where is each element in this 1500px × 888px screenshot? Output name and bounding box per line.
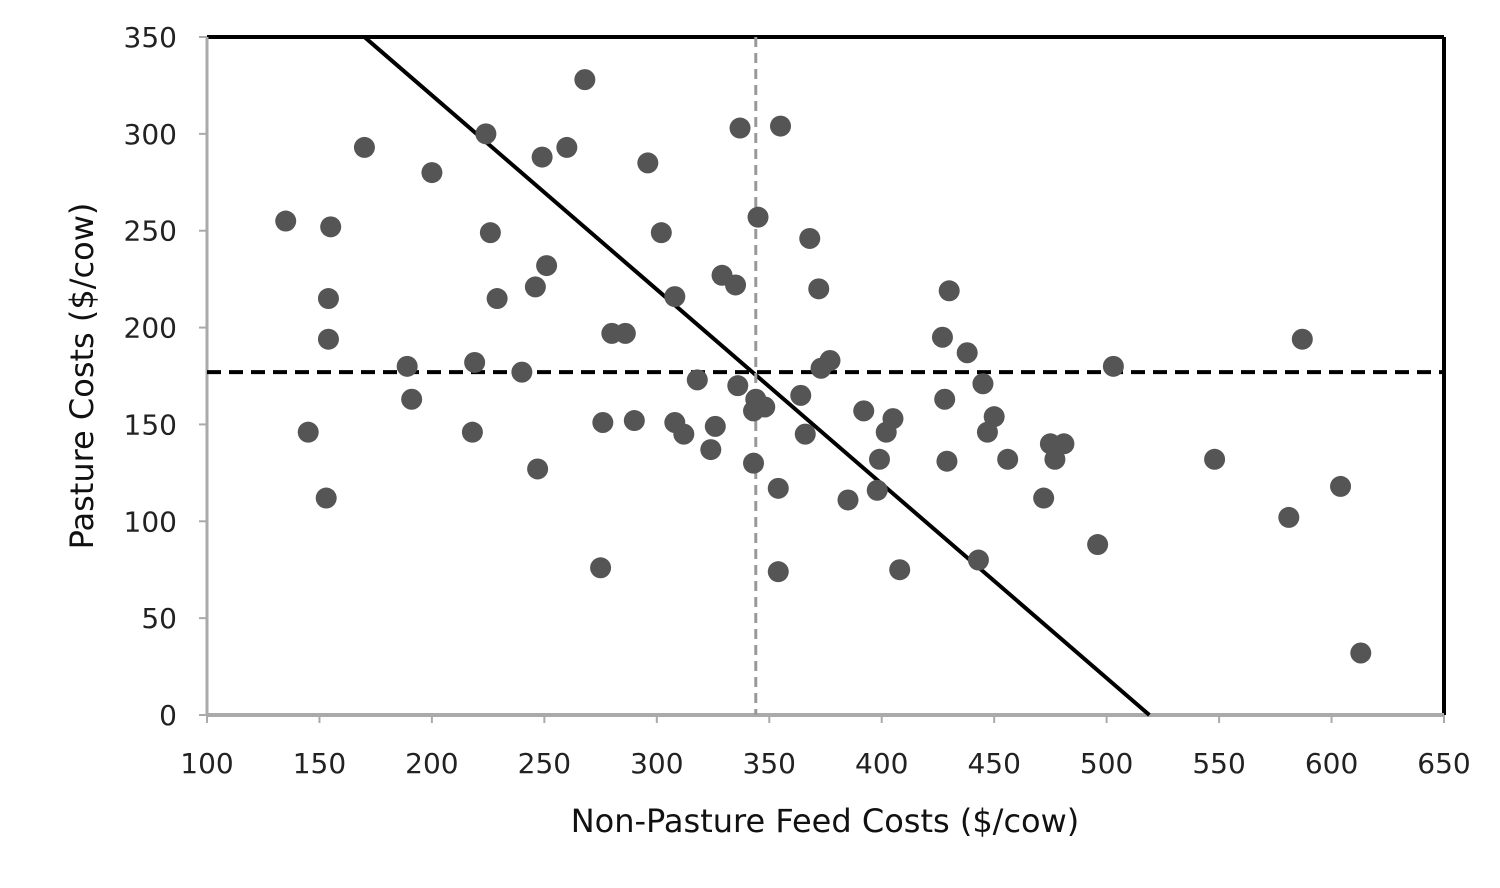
data-point <box>1087 534 1109 556</box>
data-point <box>686 369 708 391</box>
data-point <box>983 406 1005 428</box>
data-point <box>853 400 875 422</box>
x-tick-label: 350 <box>743 747 796 780</box>
data-point <box>868 448 890 470</box>
data-point <box>664 286 686 308</box>
x-tick-label: 250 <box>518 747 571 780</box>
data-point <box>461 421 483 443</box>
y-tick-label: 250 <box>124 215 177 248</box>
x-tick-label: 400 <box>855 747 908 780</box>
data-point <box>353 136 375 158</box>
x-tick-label: 600 <box>1305 747 1358 780</box>
x-tick-label: 150 <box>293 747 346 780</box>
data-point <box>799 227 821 249</box>
data-point <box>704 415 726 437</box>
x-axis-title: Non-Pasture Feed Costs ($/cow) <box>571 802 1080 840</box>
data-point <box>808 278 830 300</box>
plot-frame <box>205 35 1446 717</box>
y-axis-ticks: 0 50 100 150 200 250 300 350 <box>124 21 207 732</box>
x-tick-label: 300 <box>630 747 683 780</box>
data-point <box>275 210 297 232</box>
data-point <box>767 477 789 499</box>
x-tick-label: 450 <box>967 747 1020 780</box>
data-point <box>1291 328 1313 350</box>
data-point <box>767 561 789 583</box>
x-tick-label: 200 <box>405 747 458 780</box>
data-point <box>794 423 816 445</box>
data-point <box>936 450 958 472</box>
data-point <box>819 350 841 372</box>
data-point <box>1350 642 1372 664</box>
y-tick-label: 100 <box>124 505 177 538</box>
data-point <box>317 288 339 310</box>
data-point <box>1102 355 1124 377</box>
data-point <box>592 411 614 433</box>
data-point <box>479 222 501 244</box>
data-point <box>574 69 596 91</box>
data-point <box>790 384 812 406</box>
data-point <box>700 439 722 461</box>
data-point <box>747 206 769 228</box>
data-point <box>614 322 636 344</box>
data-point <box>934 388 956 410</box>
y-axis-title: Pasture Costs ($/cow) <box>63 203 101 550</box>
data-point <box>396 355 418 377</box>
data-point <box>1044 448 1066 470</box>
data-point <box>866 479 888 501</box>
data-point <box>754 396 776 418</box>
data-point <box>1053 433 1075 455</box>
data-point <box>1330 475 1352 497</box>
data-point <box>743 452 765 474</box>
data-point <box>725 274 747 296</box>
data-point <box>837 489 859 511</box>
data-point <box>931 326 953 348</box>
x-tick-label: 100 <box>180 747 233 780</box>
data-point <box>637 152 659 174</box>
data-point <box>967 549 989 571</box>
data-point <box>882 408 904 430</box>
y-tick-label: 0 <box>159 699 177 732</box>
x-tick-label: 550 <box>1192 747 1245 780</box>
y-tick-label: 200 <box>124 312 177 345</box>
data-point <box>938 280 960 302</box>
data-point <box>527 458 549 480</box>
data-point <box>317 328 339 350</box>
data-point <box>889 559 911 581</box>
data-point <box>524 276 546 298</box>
data-point <box>297 421 319 443</box>
data-point <box>770 115 792 137</box>
data-point <box>727 375 749 397</box>
data-points <box>275 69 1372 664</box>
data-point <box>590 557 612 579</box>
data-point <box>1033 487 1055 509</box>
data-point <box>729 117 751 139</box>
data-point <box>1204 448 1226 470</box>
data-point <box>997 448 1019 470</box>
data-point <box>972 373 994 395</box>
data-point <box>320 216 342 238</box>
data-point <box>536 255 558 277</box>
y-tick-label: 50 <box>141 602 177 635</box>
x-axis-ticks: 100 150 200 250 300 350 400 450 500 550 600 650 <box>180 715 1471 780</box>
data-point <box>401 388 423 410</box>
data-point <box>623 410 645 432</box>
data-point <box>511 361 533 383</box>
data-point <box>956 342 978 364</box>
data-point <box>1278 506 1300 528</box>
data-point <box>486 288 508 310</box>
data-point <box>421 162 443 184</box>
data-point <box>475 123 497 145</box>
data-point <box>315 487 337 509</box>
y-tick-label: 300 <box>124 118 177 151</box>
x-tick-label: 500 <box>1080 747 1133 780</box>
y-tick-label: 150 <box>124 408 177 441</box>
data-point <box>673 423 695 445</box>
data-point <box>650 222 672 244</box>
data-point <box>464 351 486 373</box>
data-point <box>556 136 578 158</box>
x-tick-label: 650 <box>1417 747 1470 780</box>
data-point <box>531 146 553 168</box>
y-tick-label: 350 <box>124 21 177 54</box>
